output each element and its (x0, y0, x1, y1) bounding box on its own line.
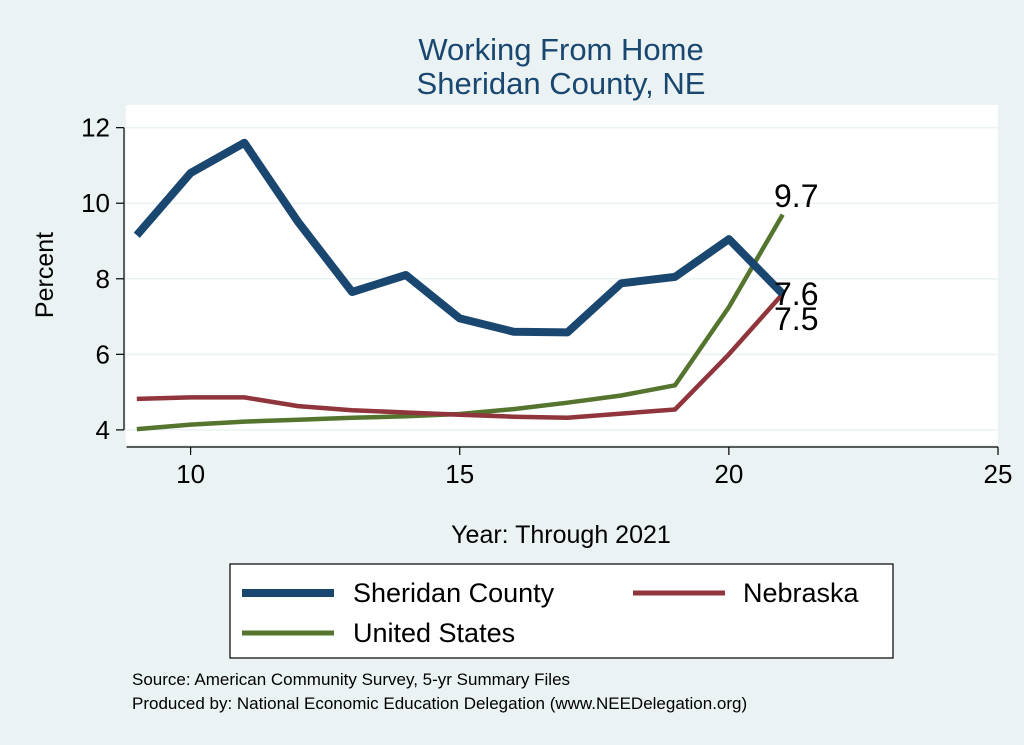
series-lines (133, 138, 786, 432)
legend-label-sheridan-county: Sheridan County (353, 578, 555, 608)
x-tick-label-20: 20 (714, 459, 743, 489)
legend: Sheridan County Nebraska United States (229, 563, 894, 659)
y-tick-label-10: 10 (81, 188, 110, 218)
legend-box (229, 563, 894, 659)
y-tick-label-6: 6 (96, 339, 110, 369)
axes: 4 6 8 10 12 10 15 20 25 (81, 113, 1012, 489)
legend-label-nebraska: Nebraska (743, 578, 860, 608)
series-line-sheridan-county (133, 138, 786, 337)
chart-title-line-1: Working From Home (418, 32, 703, 67)
x-tick-label-25: 25 (984, 459, 1013, 489)
end-label-united-states: 9.7 (774, 178, 818, 214)
legend-label-united-states: United States (353, 618, 515, 648)
y-tick-label-4: 4 (96, 415, 110, 445)
end-label-sheridan-county: 7.5 (774, 301, 818, 337)
end-label-nebraska: 7.6 (774, 276, 818, 312)
chart-title-line-2: Sheridan County, NE (417, 66, 706, 101)
plot-area (126, 105, 998, 445)
x-axis-title: Year: Through 2021 (451, 521, 671, 549)
y-tick-label-12: 12 (81, 113, 110, 143)
x-tick-label-15: 15 (445, 459, 474, 489)
produced-by-note: Produced by: National Economic Education… (132, 694, 747, 713)
y-axis-title: Percent (31, 232, 59, 318)
gridlines (126, 126, 998, 431)
source-note: Source: American Community Survey, 5-yr … (132, 670, 570, 689)
x-tick-label-10: 10 (176, 459, 205, 489)
series-line-nebraska (136, 292, 785, 421)
y-tick-label-8: 8 (96, 264, 110, 294)
